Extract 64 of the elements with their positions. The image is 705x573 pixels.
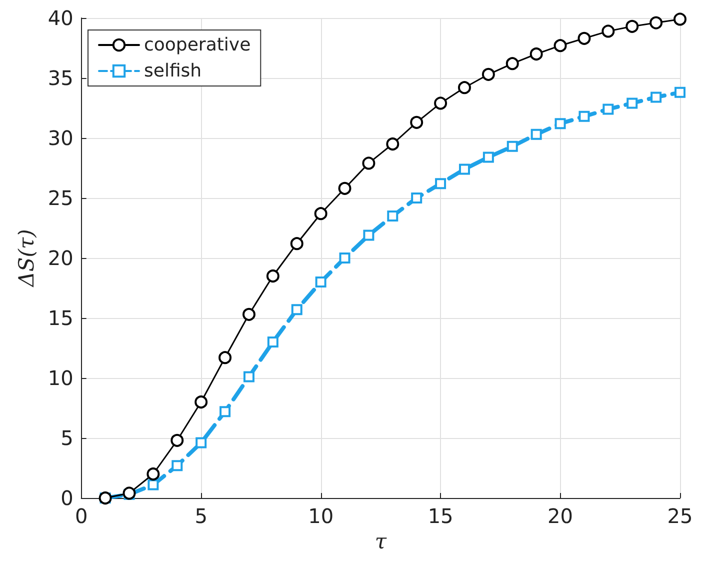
- y-tick-label: 35: [48, 66, 74, 90]
- x-tick-label: 5: [194, 504, 208, 528]
- point: [650, 92, 662, 103]
- point: [626, 98, 638, 109]
- point: [434, 96, 448, 110]
- point: [506, 140, 518, 152]
- point: [506, 57, 519, 70]
- x-tick-label: 15: [428, 504, 454, 528]
- y-tick-label: 20: [48, 246, 74, 270]
- point: [650, 16, 663, 30]
- point: [194, 396, 208, 408]
- point: [242, 308, 256, 321]
- x-tick-label: 10: [308, 504, 334, 528]
- y-tick-label: 10: [48, 366, 74, 390]
- y-tick-label: 5: [60, 426, 74, 450]
- point: [243, 371, 254, 382]
- point: [363, 230, 374, 241]
- point: [339, 252, 350, 264]
- y-tick-label: 25: [48, 186, 74, 210]
- point: [387, 210, 398, 222]
- point: [578, 110, 590, 122]
- point: [530, 128, 542, 140]
- point: [170, 434, 184, 447]
- y-tick-label: 40: [48, 6, 74, 30]
- y-tick-label: 30: [48, 126, 74, 150]
- legend-label: selfish: [144, 60, 202, 82]
- point: [291, 304, 302, 316]
- point: [386, 138, 400, 150]
- point: [196, 437, 207, 448]
- x-tick-label: 20: [548, 504, 573, 528]
- point: [314, 207, 328, 220]
- point: [674, 86, 686, 98]
- point: [482, 152, 494, 163]
- point: [266, 270, 280, 282]
- y-axis-title: ΔS(τ): [14, 229, 38, 288]
- point: [410, 116, 424, 129]
- point: [362, 156, 376, 170]
- point: [172, 460, 183, 472]
- y-tick-label: 15: [48, 306, 74, 330]
- point: [220, 406, 231, 418]
- y-tick-label: 0: [60, 486, 74, 510]
- point: [218, 351, 232, 364]
- legend-label: cooperative: [144, 34, 251, 56]
- point: [602, 24, 615, 38]
- point: [290, 237, 304, 250]
- point: [458, 81, 471, 94]
- point: [554, 39, 567, 52]
- point: [602, 104, 614, 115]
- point: [267, 336, 278, 348]
- point: [626, 20, 639, 33]
- x-tick-label: 25: [667, 504, 693, 528]
- x-axis-title: τ: [374, 529, 387, 554]
- point: [148, 479, 159, 490]
- point: [338, 182, 352, 195]
- point: [482, 68, 495, 81]
- point: [578, 32, 591, 45]
- point: [315, 276, 326, 288]
- point: [530, 48, 543, 60]
- point: [458, 164, 470, 175]
- point: [674, 12, 686, 26]
- point: [411, 192, 422, 204]
- point: [435, 178, 446, 190]
- point: [146, 468, 160, 480]
- point: [554, 118, 566, 130]
